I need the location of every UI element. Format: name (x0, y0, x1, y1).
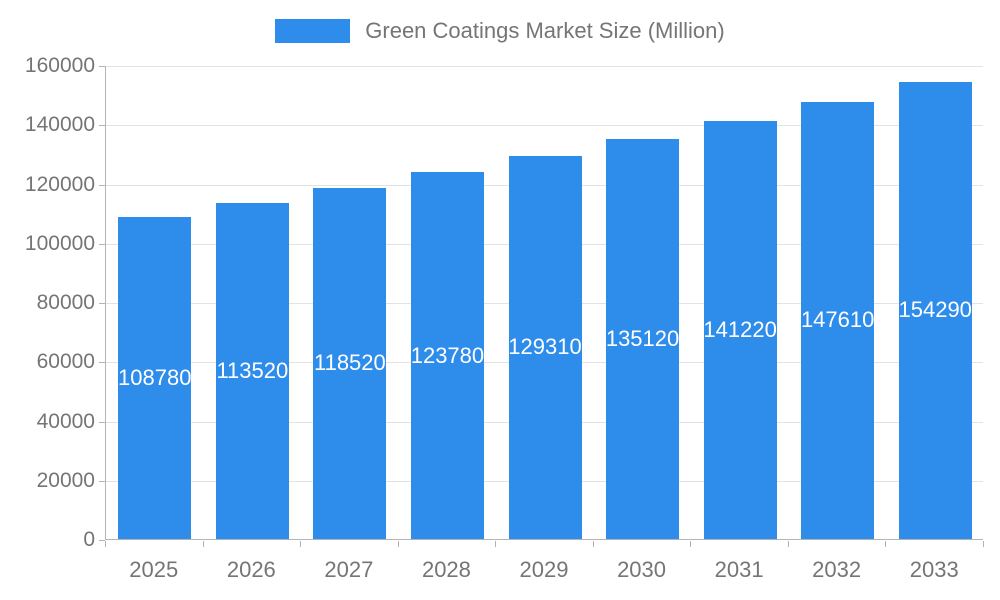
y-tick-mark (99, 421, 105, 423)
y-tick-label: 0 (83, 528, 95, 551)
y-tick-mark (99, 243, 105, 245)
x-tick-label: 2027 (324, 557, 374, 582)
x-tick-mark (202, 541, 204, 547)
legend: Green Coatings Market Size (Million) (0, 18, 1000, 44)
y-tick-label: 120000 (24, 172, 95, 196)
bar: 108780 (118, 216, 192, 539)
legend-label: Green Coatings Market Size (Million) (365, 18, 725, 43)
x-tick-label: 2025 (129, 557, 179, 582)
bar-value-label: 154290 (898, 297, 972, 323)
bar-value-label: 123780 (410, 342, 484, 368)
x-tick-mark (300, 541, 302, 547)
x-tick-mark (397, 541, 399, 547)
bar: 118520 (313, 187, 387, 539)
y-tick-label: 40000 (36, 409, 95, 433)
y-tick-mark (99, 66, 105, 67)
bar-value-label: 113520 (216, 357, 289, 383)
bar-value-label: 147610 (801, 307, 875, 333)
y-tick-label: 100000 (24, 231, 95, 255)
bar: 113520 (215, 202, 289, 539)
y-tick-mark (99, 125, 105, 127)
x-tick-label: 2033 (909, 557, 959, 582)
x-tick-label: 2031 (714, 557, 764, 582)
plot-area: 108780 113520 118520 123780 129310 135120 1412… (105, 66, 983, 540)
x-tick-label: 2028 (421, 557, 471, 582)
x-tick-mark (592, 541, 594, 547)
y-tick-mark (99, 184, 105, 186)
bar-value-label: 108780 (118, 364, 192, 390)
x-tick-label: 2030 (617, 557, 667, 582)
x-tick-label: 2029 (519, 557, 569, 582)
bar-value-label: 135120 (606, 325, 680, 351)
x-tick-mark (885, 541, 887, 547)
y-tick-label: 60000 (36, 350, 95, 374)
y-tick-mark (99, 480, 105, 482)
gridline (106, 125, 983, 127)
y-tick-label: 20000 (36, 468, 95, 492)
y-tick-label: 140000 (24, 113, 95, 137)
bar: 123780 (410, 172, 484, 539)
x-tick-label: 2032 (812, 557, 862, 582)
y-tick-label: 80000 (36, 291, 95, 314)
bar-value-label: 141220 (703, 316, 777, 342)
legend-swatch (275, 19, 351, 43)
bar: 154290 (898, 81, 972, 539)
x-tick-mark (690, 541, 692, 547)
gridline (106, 66, 983, 67)
x-tick-mark (983, 541, 984, 547)
y-tick-mark (99, 303, 105, 304)
bar: 147610 (801, 101, 875, 539)
x-tick-mark (105, 541, 106, 547)
x-tick-mark (787, 541, 789, 547)
bar-value-label: 129310 (508, 334, 582, 360)
bar: 135120 (606, 138, 680, 539)
bar-value-label: 118520 (313, 350, 386, 376)
bar: 141220 (703, 120, 777, 539)
x-tick-mark (495, 541, 497, 547)
y-tick-mark (99, 362, 105, 364)
y-tick-label: 160000 (24, 54, 95, 77)
x-tick-label: 2026 (226, 557, 276, 582)
y-tick-mark (99, 540, 105, 541)
bar: 129310 (508, 155, 582, 539)
